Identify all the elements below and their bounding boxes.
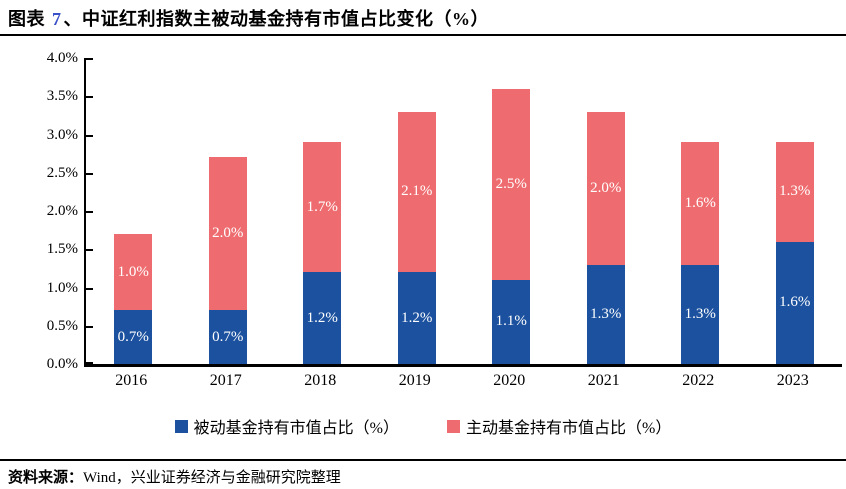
x-axis-label: 2019 — [398, 372, 431, 389]
source-label: 资料来源： — [8, 470, 84, 486]
bar-segment: 2.5% — [492, 88, 531, 280]
y-axis-tick — [86, 362, 93, 364]
x-axis-labels: 2016 2017 2018 2019 2020 2021 2022 2023 — [84, 372, 840, 392]
y-axis-tick — [86, 58, 93, 60]
y-axis-tick — [86, 134, 93, 137]
legend-swatch-passive — [174, 419, 188, 433]
figure-title-text: 、中证红利指数主被动基金持有市值占比变化（%） — [63, 9, 489, 29]
y-axis-tick — [86, 325, 93, 328]
legend-label-active: 主动基金持有市值占比（%） — [466, 420, 672, 437]
bar-data-label: 1.3% — [779, 183, 811, 200]
bar-data-label: 1.3% — [590, 305, 622, 322]
x-axis-label: 2018 — [304, 372, 337, 389]
bar-data-label: 2.5% — [495, 175, 527, 192]
bar-data-label: 1.6% — [779, 294, 811, 311]
bar-segment: 0.7% — [208, 310, 247, 364]
bar-data-label: 2.0% — [590, 179, 622, 196]
y-axis-tick-label: 3.0% — [46, 126, 78, 143]
x-axis-label: 2020 — [493, 372, 526, 389]
source-text: Wind，兴业证券经济与金融研究院整理 — [83, 470, 341, 486]
y-axis-tick — [86, 287, 93, 290]
legend-label-passive: 被动基金持有市值占比（%） — [193, 420, 399, 437]
bar-segment: 2.0% — [586, 111, 625, 265]
figure-number: 7 — [52, 9, 62, 29]
bar-data-label: 2.1% — [401, 183, 433, 200]
bar-data-label: 1.2% — [401, 309, 433, 326]
x-axis-label: 2023 — [776, 372, 809, 389]
y-axis-tick-label: 0.0% — [46, 356, 78, 372]
bar-segment: 1.1% — [492, 279, 531, 364]
y-axis-tick — [86, 172, 93, 175]
bar-data-label: 1.7% — [306, 198, 338, 215]
y-axis-tick — [86, 96, 93, 99]
page-title: 图表 7 、中证红利指数主被动基金持有市值占比变化（%） — [8, 5, 489, 31]
legend-swatch-active — [447, 419, 460, 433]
legend-item-active: 主动基金持有市值占比（%） — [447, 414, 671, 438]
bar-data-label: 1.2% — [306, 309, 338, 326]
bar-segment: 1.3% — [586, 264, 625, 364]
plot-area: 0.7% 1.0% 0.7% 2.0% 1.2% 1.7% 1.2% 2.1% 1.1% 2.5%… — [84, 58, 842, 367]
bar-data-label: 1.0% — [117, 263, 149, 280]
bar-data-label: 1.6% — [684, 194, 716, 211]
bar-segment: 1.3% — [775, 142, 814, 242]
bar-segment: 1.6% — [681, 142, 720, 265]
bar-segment: 2.0% — [208, 157, 247, 311]
bar-data-label: 1.3% — [684, 305, 716, 322]
y-axis-tick-label: 4.0% — [46, 50, 78, 66]
bar-segment: 1.0% — [114, 233, 153, 311]
figure-label-prefix: 图表 — [8, 9, 50, 29]
chart-legend: 被动基金持有市值占比（%） 主动基金持有市值占比（%） — [0, 414, 846, 438]
y-axis-tick-label: 2.5% — [46, 164, 78, 181]
x-axis-label: 2022 — [682, 372, 715, 389]
x-axis-label: 2017 — [209, 372, 242, 389]
source-note: 资料来源：Wind，兴业证券经济与金融研究院整理 — [8, 466, 341, 487]
bar-data-label: 2.0% — [212, 225, 244, 242]
legend-item-passive: 被动基金持有市值占比（%） — [174, 414, 399, 438]
bar-segment: 1.6% — [775, 241, 814, 364]
footer-divider — [0, 459, 846, 461]
bar-segment: 2.1% — [397, 111, 436, 273]
x-axis-label: 2016 — [115, 372, 148, 389]
x-axis-label: 2021 — [587, 372, 620, 389]
bar-data-label: 0.7% — [117, 328, 149, 345]
y-axis-tick — [86, 249, 93, 252]
bar-segment: 1.7% — [303, 142, 342, 273]
bar-segment: 1.3% — [681, 264, 720, 364]
bar-data-label: 1.1% — [495, 313, 527, 330]
bar-segment: 0.7% — [114, 310, 153, 364]
title-divider — [0, 34, 846, 36]
y-axis-tick-label: 2.0% — [46, 203, 78, 219]
bar-data-label: 0.7% — [212, 328, 244, 345]
y-axis-tick-label: 3.5% — [46, 88, 78, 105]
y-axis-tick-label: 0.5% — [46, 317, 78, 334]
bar-segment: 1.2% — [397, 272, 436, 364]
y-axis-tick-label: 1.5% — [46, 241, 78, 258]
bar-segment: 1.2% — [303, 272, 342, 364]
y-axis-tick — [86, 211, 93, 213]
y-axis-tick-label: 1.0% — [46, 279, 78, 296]
